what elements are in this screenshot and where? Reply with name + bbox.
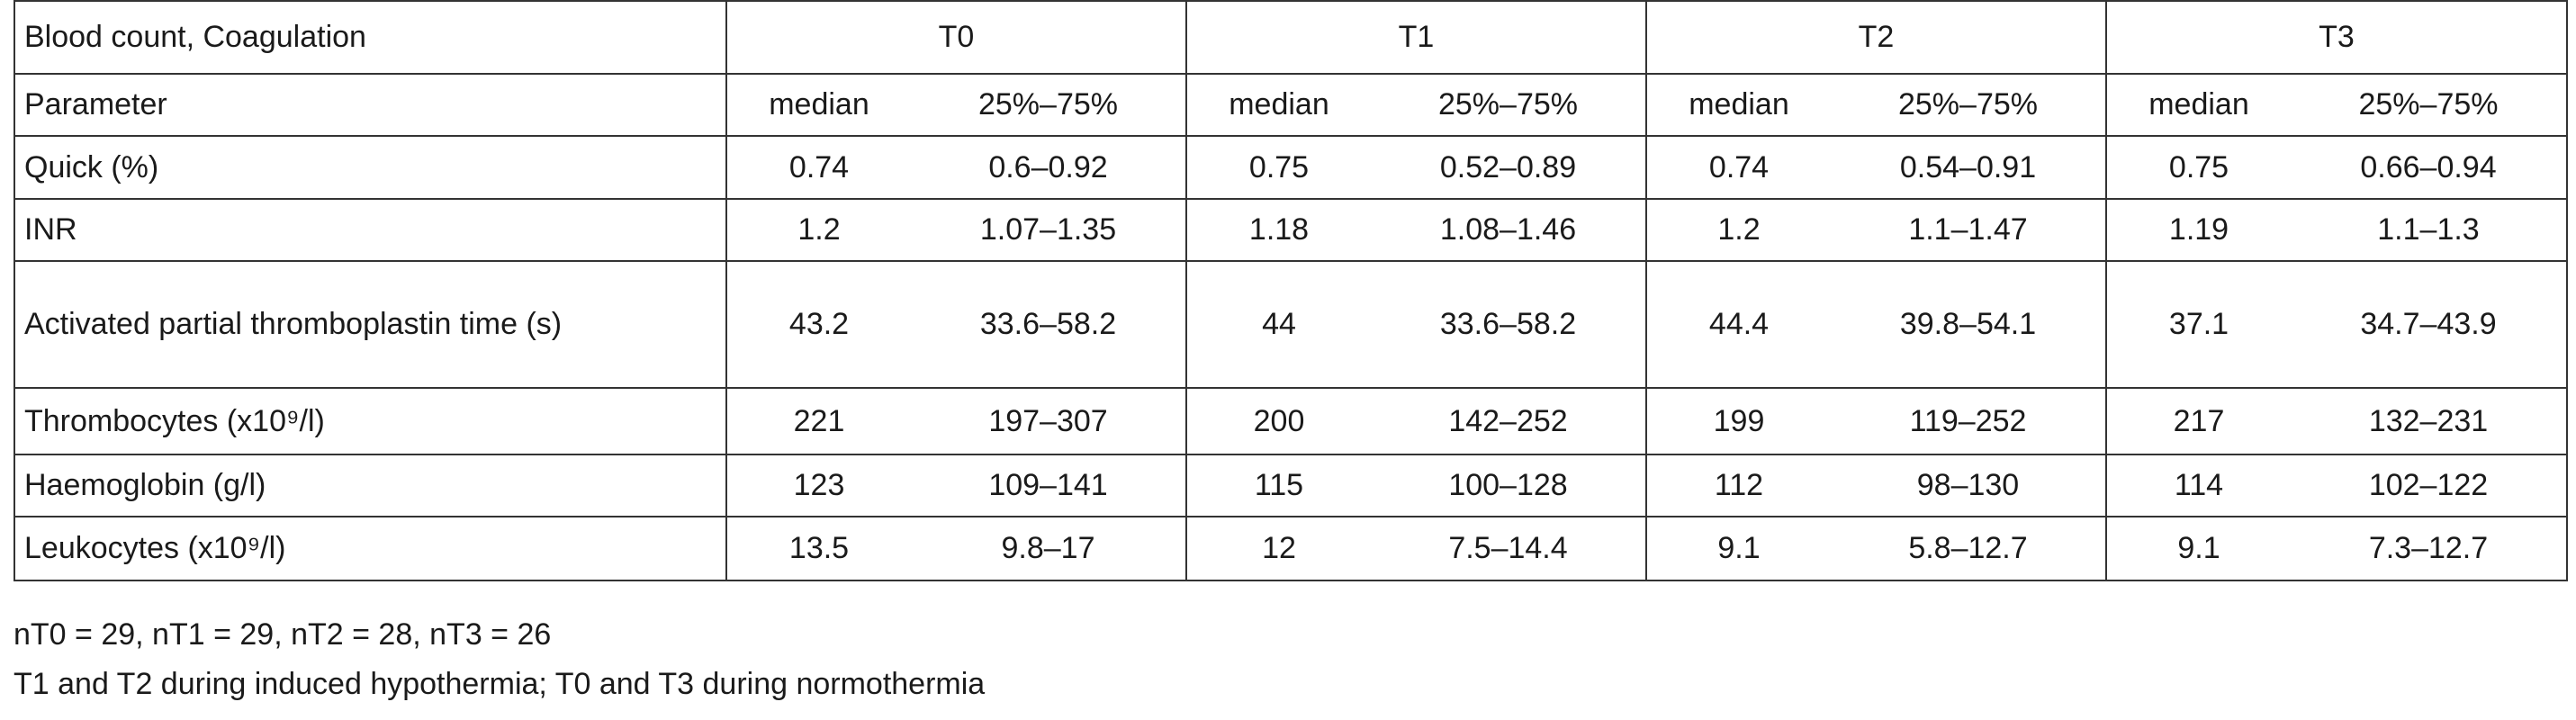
cell: 13.5 [726,516,911,581]
cell: 33.6–58.2 [911,260,1187,389]
cell: 142–252 [1371,387,1647,455]
cell: 7.5–14.4 [1371,516,1647,581]
cell: 33.6–58.2 [1371,260,1647,389]
cell: 115 [1186,454,1371,518]
row-label: Thrombocytes (x10⁹/l) [14,387,727,455]
cell: 9.1 [1646,516,1831,581]
row-label: Activated partial thromboplastin time (s… [14,260,727,389]
cell: 0.75 [1186,135,1371,200]
row-label: Haemoglobin (g/l) [14,454,727,518]
group-header: T0 [726,0,1187,75]
cell: 5.8–12.7 [1831,516,2107,581]
cell: 102–122 [2291,454,2568,518]
subheader-cell: 25%–75% [2291,73,2568,137]
cell: 112 [1646,454,1831,518]
cell: 7.3–12.7 [2291,516,2568,581]
cell: 1.1–1.3 [2291,198,2568,262]
subheader-cell: 25%–75% [1371,73,1647,137]
cell: 12 [1186,516,1371,581]
cell: 39.8–54.1 [1831,260,2107,389]
table-row: Quick (%) 0.74 0.6–0.92 0.75 0.52–0.89 0.74 0.… [14,135,2568,200]
cell: 0.75 [2106,135,2291,200]
cell: 1.07–1.35 [911,198,1187,262]
group-header: T2 [1646,0,2107,75]
cell: 0.74 [726,135,911,200]
cell: 114 [2106,454,2291,518]
cell: 199 [1646,387,1831,455]
note: T1 and T2 during induced hypothermia; T0… [14,667,986,701]
table-row: Leukocytes (x10⁹/l) 13.5 9.8–17 12 7.5–14.4 9… [14,516,2568,581]
cell: 1.19 [2106,198,2291,262]
cell: 217 [2106,387,2291,455]
cell: 1.1–1.47 [1831,198,2107,262]
cell: 9.1 [2106,516,2291,581]
cell: 221 [726,387,911,455]
subheader-cell: median [1646,73,1831,137]
cell: 37.1 [2106,260,2291,389]
cell: 132–231 [2291,387,2568,455]
cell: 1.18 [1186,198,1371,262]
subheader-cell: 25%–75% [911,73,1187,137]
notes: nT0 = 29, nT1 = 29, nT2 = 28, nT3 = 26 T1… [14,610,985,709]
row-label: Quick (%) [14,135,727,200]
cell: 197–307 [911,387,1187,455]
group-header: T3 [2106,0,2568,75]
cell: 200 [1186,387,1371,455]
cell: 0.74 [1646,135,1831,200]
header-row: Blood count, Coagulation T0 T1 T2 T3 [14,0,2568,75]
table-row: Thrombocytes (x10⁹/l) 221 197–307 200 142–25… [14,387,2568,455]
table-body: Blood count, Coagulation T0 T1 T2 T3 Paramete… [14,0,2568,581]
cell: 123 [726,454,911,518]
table-row: Activated partial thromboplastin time (s… [14,260,2568,389]
cell: 1.2 [1646,198,1831,262]
cell: 44.4 [1646,260,1831,389]
cell: 34.7–43.9 [2291,260,2568,389]
cell: 1.08–1.46 [1371,198,1647,262]
cell: 1.2 [726,198,911,262]
subheader-cell: median [726,73,911,137]
cell: 44 [1186,260,1371,389]
subheader-cell: median [2106,73,2291,137]
row-label: Leukocytes (x10⁹/l) [14,516,727,581]
group-header: T1 [1186,0,1647,75]
cell: 100–128 [1371,454,1647,518]
header-title: Blood count, Coagulation [14,0,727,75]
table-row: INR 1.2 1.07–1.35 1.18 1.08–1.46 1.2 1.1–1.47 1… [14,198,2568,262]
subheader-cell: median [1186,73,1371,137]
cell: 9.8–17 [911,516,1187,581]
subheader-label: Parameter [14,73,727,137]
note: nT0 = 29, nT1 = 29, nT2 = 28, nT3 = 26 [14,617,552,652]
data-table: Blood count, Coagulation T0 T1 T2 T3 Paramete… [14,0,2568,581]
cell: 119–252 [1831,387,2107,455]
cell: 109–141 [911,454,1187,518]
subheader-cell: 25%–75% [1831,73,2107,137]
subheader-row: Parameter median 25%–75% median 25%–75% media… [14,73,2568,137]
cell: 0.6–0.92 [911,135,1187,200]
cell: 0.54–0.91 [1831,135,2107,200]
cell: 0.66–0.94 [2291,135,2568,200]
cell: 43.2 [726,260,911,389]
cell: 98–130 [1831,454,2107,518]
table-row: Haemoglobin (g/l) 123 109–141 115 100–128 112… [14,454,2568,518]
cell: 0.52–0.89 [1371,135,1647,200]
row-label: INR [14,198,727,262]
